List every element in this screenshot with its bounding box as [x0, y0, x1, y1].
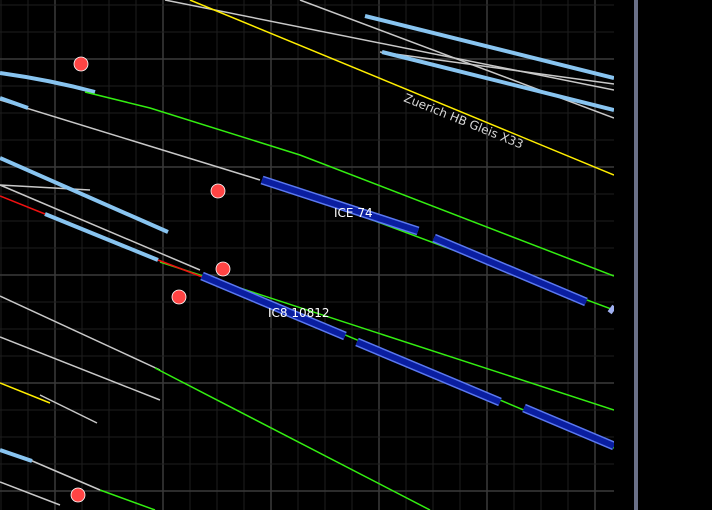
route-segment	[0, 156, 169, 234]
signals	[70, 56, 231, 503]
vertical-scrollbar[interactable]	[634, 0, 638, 510]
reserved-track	[154, 367, 431, 510]
route-segment	[364, 14, 614, 80]
track-segment	[39, 394, 98, 424]
tracks	[0, 0, 614, 510]
trains	[200, 175, 614, 451]
track-segment	[0, 99, 261, 181]
signal-icon[interactable]	[210, 183, 226, 199]
track-segment	[0, 184, 91, 191]
track-segment	[0, 295, 161, 371]
track-segment	[379, 51, 614, 85]
route-segment	[381, 50, 614, 112]
station-label: Zuerich HB Gleis X33	[402, 91, 525, 152]
train-car	[607, 304, 614, 315]
route-segment	[0, 448, 33, 463]
train-label: IC8 10812	[268, 306, 330, 320]
reserved-track	[99, 489, 156, 510]
platform-track	[0, 382, 51, 404]
track-segment	[29, 459, 101, 491]
track-map-canvas[interactable]: Zuerich HB Gleis X33 ICE 74 IC8 10812	[0, 0, 614, 510]
train-ic8-10812[interactable]	[200, 271, 614, 451]
reserved-track	[84, 91, 614, 277]
track-segment	[164, 0, 614, 91]
map-grid	[0, 0, 614, 510]
train-car	[200, 273, 347, 339]
track-segment	[0, 481, 61, 506]
route-segment	[0, 96, 29, 110]
train-car	[355, 339, 502, 405]
track-segment	[0, 184, 201, 271]
signal-icon[interactable]	[171, 289, 187, 305]
signal-icon[interactable]	[70, 487, 86, 503]
train-ice-74[interactable]	[260, 175, 614, 315]
occupied-track	[157, 259, 206, 279]
track-segment	[0, 336, 161, 401]
signal-icon[interactable]	[73, 56, 89, 72]
occupied-track	[0, 195, 46, 215]
train-car	[432, 235, 588, 305]
train-label: ICE 74	[334, 206, 373, 220]
platform-track	[189, 0, 614, 176]
train-car	[522, 405, 614, 449]
train-car	[261, 177, 419, 234]
route-segment	[0, 71, 96, 94]
signal-icon[interactable]	[215, 261, 231, 277]
route-segment	[44, 212, 159, 262]
